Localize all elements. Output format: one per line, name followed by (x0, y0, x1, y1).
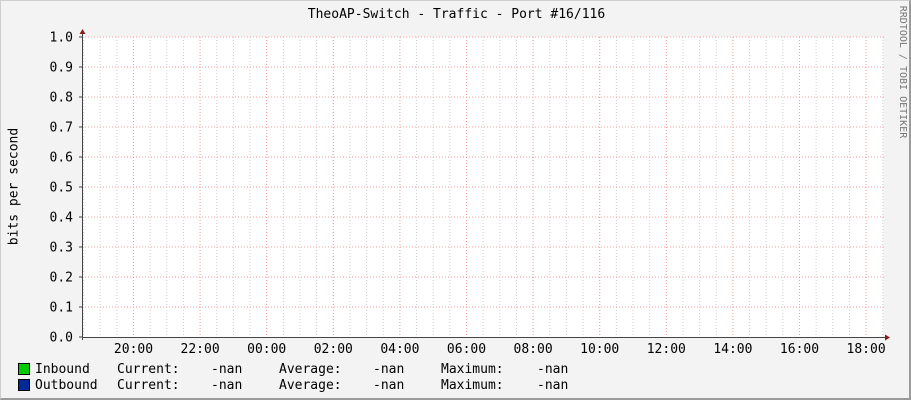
current-label: Current: (117, 377, 180, 393)
y-tick-label: 0.3 (50, 241, 73, 256)
x-tick-label: 12:00 (647, 342, 686, 357)
y-tick-label: 0.9 (50, 61, 73, 76)
x-tick-label: 04:00 (380, 342, 419, 357)
outbound-swatch (18, 379, 30, 391)
maximum-value: -nan (537, 361, 569, 377)
current-value: -nan (211, 377, 243, 393)
maximum-label: Maximum: (441, 361, 504, 377)
x-tick-label: 20:00 (114, 342, 153, 357)
x-tick-label: 06:00 (447, 342, 486, 357)
x-tick-label: 10:00 (580, 342, 619, 357)
x-tick-label: 00:00 (247, 342, 286, 357)
y-tick-label: 0.0 (50, 331, 73, 346)
x-tick-label: 18:00 (847, 342, 886, 357)
x-tick-label: 16:00 (780, 342, 819, 357)
y-tick-label: 0.8 (50, 91, 73, 106)
current-label: Current: (117, 361, 180, 377)
y-tick-label: 0.7 (50, 121, 73, 136)
average-label: Average: (279, 377, 342, 393)
y-axis-arrow-icon (79, 29, 86, 34)
average-label: Average: (279, 361, 342, 377)
x-tick-label: 08:00 (514, 342, 553, 357)
legend-name: Outbound (35, 377, 98, 393)
y-tick-label: 0.1 (50, 301, 73, 316)
legend-name: Inbound (35, 361, 90, 377)
y-tick-label: 1.0 (50, 31, 73, 46)
average-value: -nan (373, 377, 405, 393)
graph-title: TheoAP-Switch - Traffic - Port #16/116 (307, 7, 606, 22)
y-tick-label: 0.6 (50, 151, 73, 166)
y-tick-label: 0.5 (50, 181, 73, 196)
maximum-value: -nan (537, 377, 569, 393)
x-tick-label: 14:00 (713, 342, 752, 357)
average-value: -nan (373, 361, 405, 377)
legend-row-inbound: Inbound Current: -nan Average: -nan Maxi… (18, 361, 568, 377)
x-axis-arrow-icon (885, 334, 890, 341)
y-tick-label: 0.2 (50, 271, 73, 286)
current-value: -nan (211, 361, 243, 377)
watermark: RRDTOOL / TOBI OETIKER (897, 5, 908, 139)
maximum-label: Maximum: (441, 377, 504, 393)
legend-row-outbound: Outbound Current: -nan Average: -nan Max… (18, 377, 568, 393)
y-tick-label: 0.4 (50, 211, 74, 226)
inbound-swatch (18, 363, 30, 375)
x-tick-label: 22:00 (181, 342, 220, 357)
x-tick-label: 02:00 (314, 342, 353, 357)
